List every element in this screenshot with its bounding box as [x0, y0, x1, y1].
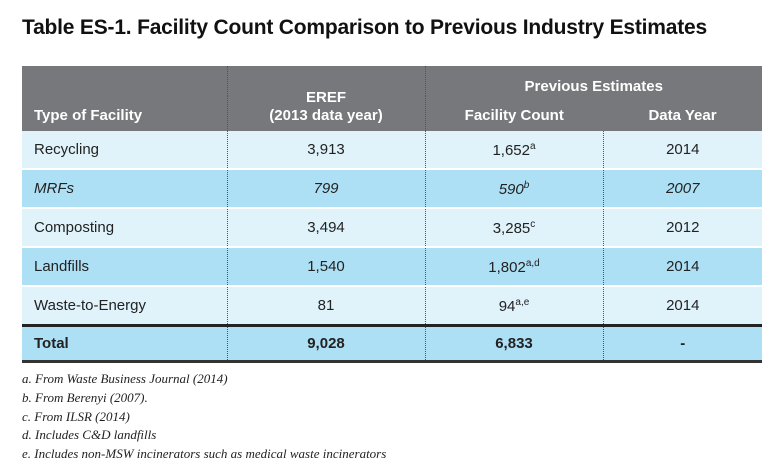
previous-count: 590b: [424, 169, 603, 209]
facility-type: Waste-to-Energy: [22, 286, 227, 327]
table-row: MRFs 799 590b 2007: [22, 169, 762, 209]
table-title: Table ES-1. Facility Count Comparison to…: [22, 16, 707, 39]
footnote: e. Includes non-MSW incinerators such as…: [22, 446, 387, 462]
data-year: 2007: [602, 169, 762, 209]
header-previous-estimates: Previous Estimates: [424, 66, 762, 96]
eref-count: 1,540: [226, 247, 425, 287]
total-eref: 9,028: [226, 324, 425, 363]
facility-type: Composting: [22, 208, 227, 248]
total-label: Total: [22, 324, 227, 363]
data-year: 2014: [602, 286, 762, 327]
total-count: 6,833: [424, 324, 603, 363]
header-eref-line2: (2013 data year): [269, 107, 383, 124]
header-eref: EREF (2013 data year): [226, 66, 425, 131]
eref-count: 3,913: [226, 131, 425, 170]
total-row: Total 9,028 6,833 -: [22, 324, 762, 363]
previous-count: 1,652a: [424, 131, 603, 170]
facility-count-table: Type of Facility EREF (2013 data year) Pr…: [22, 66, 762, 363]
footnote-ref: c: [530, 218, 536, 230]
header-eref-line1: EREF: [305, 89, 346, 106]
facility-type: Landfills: [22, 247, 227, 287]
table-row: Landfills 1,540 1,802a,d 2014: [22, 247, 762, 287]
previous-count: 3,285c: [424, 208, 603, 248]
footnote: c. From ILSR (2014): [22, 408, 130, 424]
data-year: 2012: [602, 208, 762, 248]
header-data-year: Data Year: [603, 96, 762, 131]
previous-count: 94a,e: [424, 286, 603, 327]
eref-count: 81: [226, 286, 425, 327]
footnote-ref: b: [523, 179, 530, 191]
previous-count-value: 590: [498, 180, 524, 198]
footnote-ref: a,d: [525, 257, 540, 269]
facility-type: MRFs: [22, 169, 227, 209]
table-row: Recycling 3,913 1,652a 2014: [22, 131, 762, 170]
data-year: 2014: [602, 131, 762, 170]
previous-count-value: 1,652: [492, 141, 530, 159]
previous-count-value: 3,285: [492, 219, 531, 237]
previous-count-value: 94: [498, 297, 516, 315]
table-row: Composting 3,494 3,285c 2012: [22, 208, 762, 248]
previous-count-value: 1,802: [488, 258, 526, 276]
footnote: b. From Berenyi (2007).: [22, 389, 148, 405]
table-row: Waste-to-Energy 81 94a,e 2014: [22, 286, 762, 327]
footnote-ref: a,e: [515, 296, 530, 308]
footnote-ref: a: [529, 140, 536, 152]
total-year: -: [602, 324, 762, 363]
eref-count: 799: [226, 169, 425, 209]
footnotes: a. From Waste Business Journal (2014) b. …: [22, 370, 386, 464]
previous-count: 1,802a,d: [424, 247, 603, 287]
footnote: d. Includes C&D landfills: [22, 427, 157, 443]
footnote: a. From Waste Business Journal (2014): [22, 371, 228, 386]
facility-type: Recycling: [22, 131, 227, 170]
header-type: Type of Facility: [22, 66, 227, 131]
header-facility-count: Facility Count: [424, 96, 603, 131]
eref-count: 3,494: [226, 208, 425, 248]
data-year: 2014: [602, 247, 762, 287]
